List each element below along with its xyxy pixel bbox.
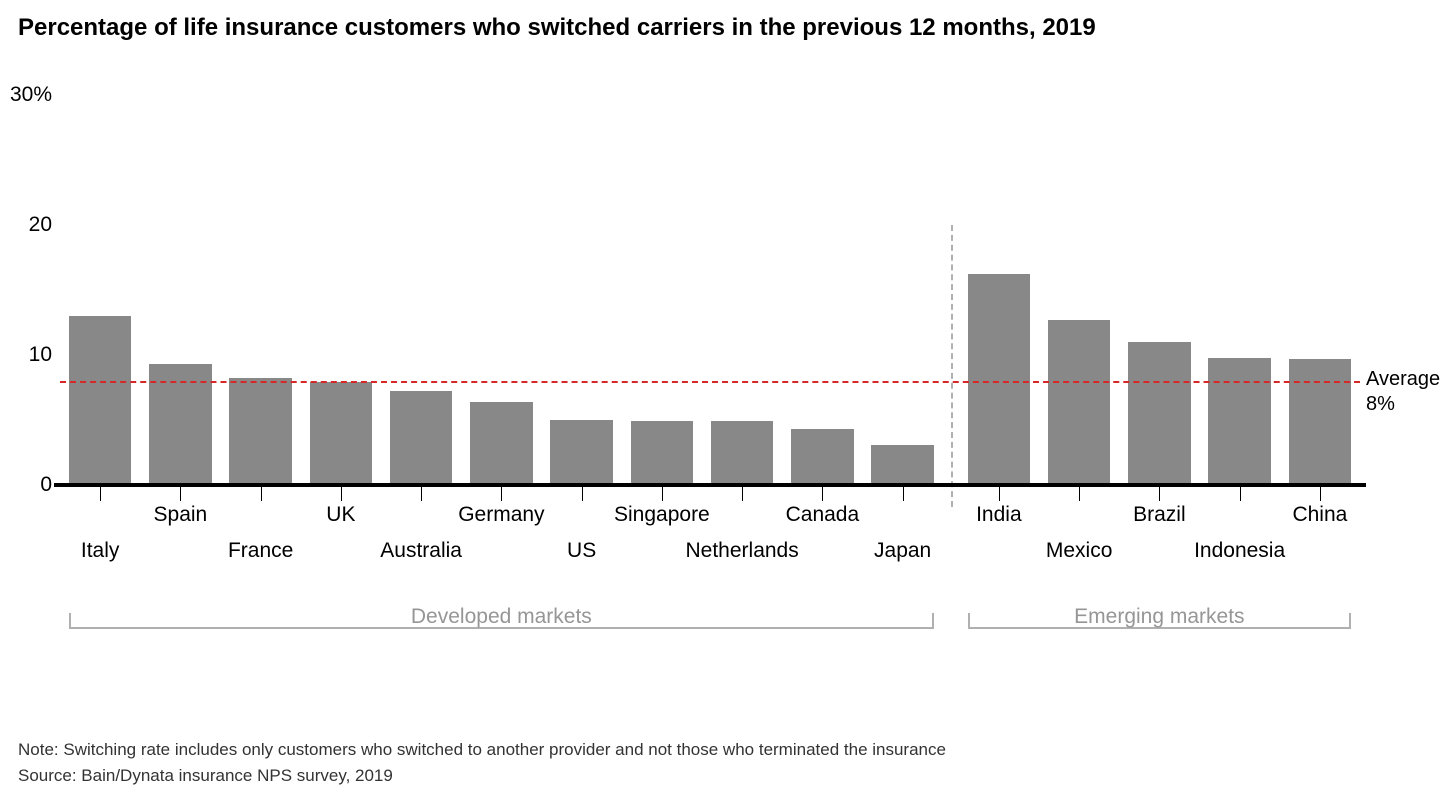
y-axis-label: 20 <box>2 213 52 237</box>
x-axis-label: Netherlands <box>672 539 812 563</box>
x-axis-baseline <box>54 483 1366 487</box>
bar <box>1208 358 1271 485</box>
x-axis-tick <box>662 487 663 501</box>
group-label: Developed markets <box>69 605 934 629</box>
x-axis-tick <box>1159 487 1160 501</box>
bar <box>631 421 694 485</box>
x-axis-tick <box>261 487 262 501</box>
average-label-value: 8% <box>1366 393 1395 415</box>
bar <box>968 274 1031 485</box>
x-axis-tick <box>501 487 502 501</box>
x-axis-label: Italy <box>30 539 170 563</box>
x-axis-label: Canada <box>752 503 892 527</box>
x-axis-label: Germany <box>431 503 571 527</box>
bar <box>711 421 774 485</box>
x-axis-tick <box>822 487 823 501</box>
average-line <box>60 381 1360 383</box>
x-axis-label: Mexico <box>1009 539 1149 563</box>
x-axis-tick <box>1320 487 1321 501</box>
x-axis-label: Indonesia <box>1170 539 1310 563</box>
bar <box>1048 320 1111 485</box>
x-axis-tick <box>180 487 181 501</box>
x-axis-label: US <box>512 539 652 563</box>
x-axis-label: Japan <box>833 539 973 563</box>
x-axis-label: France <box>191 539 331 563</box>
x-axis-tick <box>903 487 904 501</box>
bar <box>470 402 533 485</box>
average-label: Average 8% <box>1366 367 1440 417</box>
x-axis-tick <box>742 487 743 501</box>
x-axis-label: Australia <box>351 539 491 563</box>
x-axis-tick <box>1079 487 1080 501</box>
chart-source: Source: Bain/Dynata insurance NPS survey… <box>18 766 393 786</box>
y-axis-label: 30% <box>2 83 52 107</box>
bar <box>871 445 934 485</box>
average-label-text: Average <box>1366 368 1440 390</box>
group-divider <box>951 225 953 507</box>
chart-note: Note: Switching rate includes only custo… <box>18 740 946 760</box>
bar <box>550 420 613 485</box>
x-axis-label: UK <box>271 503 411 527</box>
x-axis-tick <box>100 487 101 501</box>
bar <box>69 316 132 485</box>
x-axis-tick <box>582 487 583 501</box>
x-axis-tick <box>341 487 342 501</box>
bar <box>390 391 453 485</box>
x-axis-tick <box>999 487 1000 501</box>
chart-title: Percentage of life insurance customers w… <box>18 14 1096 42</box>
y-axis-label: 0 <box>2 473 52 497</box>
y-axis-label: 10 <box>2 343 52 367</box>
x-axis-tick <box>421 487 422 501</box>
x-axis-label: Singapore <box>592 503 732 527</box>
x-axis-tick <box>1240 487 1241 501</box>
group-label: Emerging markets <box>968 605 1352 629</box>
bar <box>791 429 854 485</box>
x-axis-label: China <box>1250 503 1390 527</box>
chart-container: Percentage of life insurance customers w… <box>0 0 1440 810</box>
x-axis-label: Spain <box>110 503 250 527</box>
bar <box>229 378 292 485</box>
x-axis-label: Brazil <box>1089 503 1229 527</box>
bar <box>1128 342 1191 485</box>
plot-area <box>60 95 1360 485</box>
bar <box>1289 359 1352 485</box>
bar <box>310 382 373 485</box>
x-axis-label: India <box>929 503 1069 527</box>
